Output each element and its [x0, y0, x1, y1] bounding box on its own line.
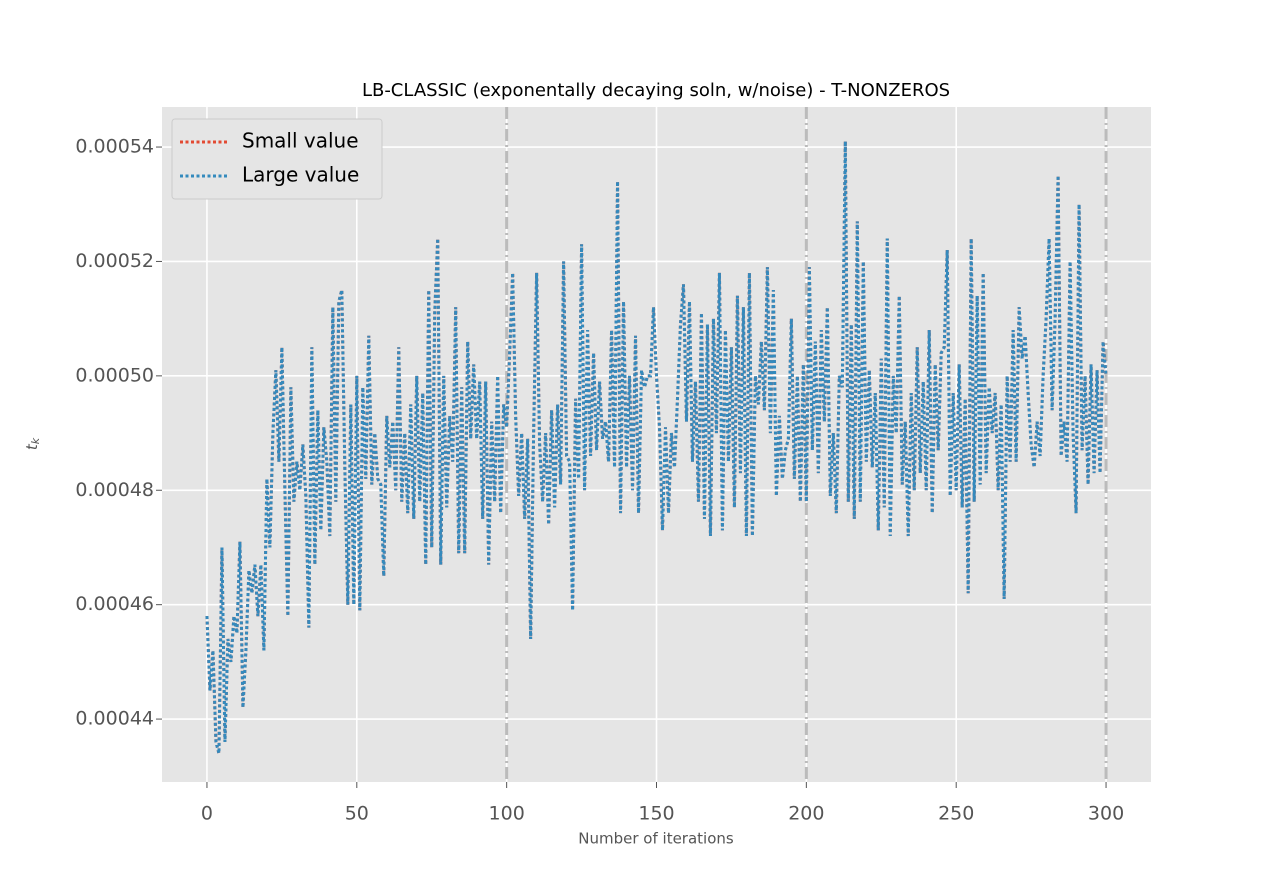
y-tick-label: 0.00046 [75, 593, 154, 615]
y-label-base: t [23, 443, 41, 450]
y-tick-label: 0.00052 [75, 250, 154, 272]
y-tick-label: 0.00054 [75, 136, 154, 158]
x-tick-label: 0 [201, 803, 213, 825]
x-tick-label: 200 [788, 803, 824, 825]
legend-label: Small value [242, 129, 359, 153]
legend-label: Large value [242, 163, 359, 187]
marks [205, 107, 1108, 782]
y-tick-label: 0.00048 [75, 479, 154, 501]
x-tick-label: 300 [1088, 803, 1124, 825]
y-label-sub: k [29, 437, 42, 444]
x-tick-label: 100 [489, 803, 525, 825]
y-tick-label: 0.00050 [75, 364, 154, 386]
x-tick-label: 50 [345, 803, 369, 825]
y-axis-label: tk [23, 437, 43, 450]
series-line [205, 141, 1108, 754]
x-tick-label: 150 [638, 803, 674, 825]
y-tick-label: 0.00044 [75, 708, 154, 730]
legend-box [171, 118, 383, 200]
x-axis-label: Number of iterations [578, 830, 734, 848]
legend: Small value Large value [171, 118, 383, 200]
x-tick-label: 250 [938, 803, 974, 825]
chart-title: LB-CLASSIC (exponentally decaying soln, … [362, 80, 950, 101]
